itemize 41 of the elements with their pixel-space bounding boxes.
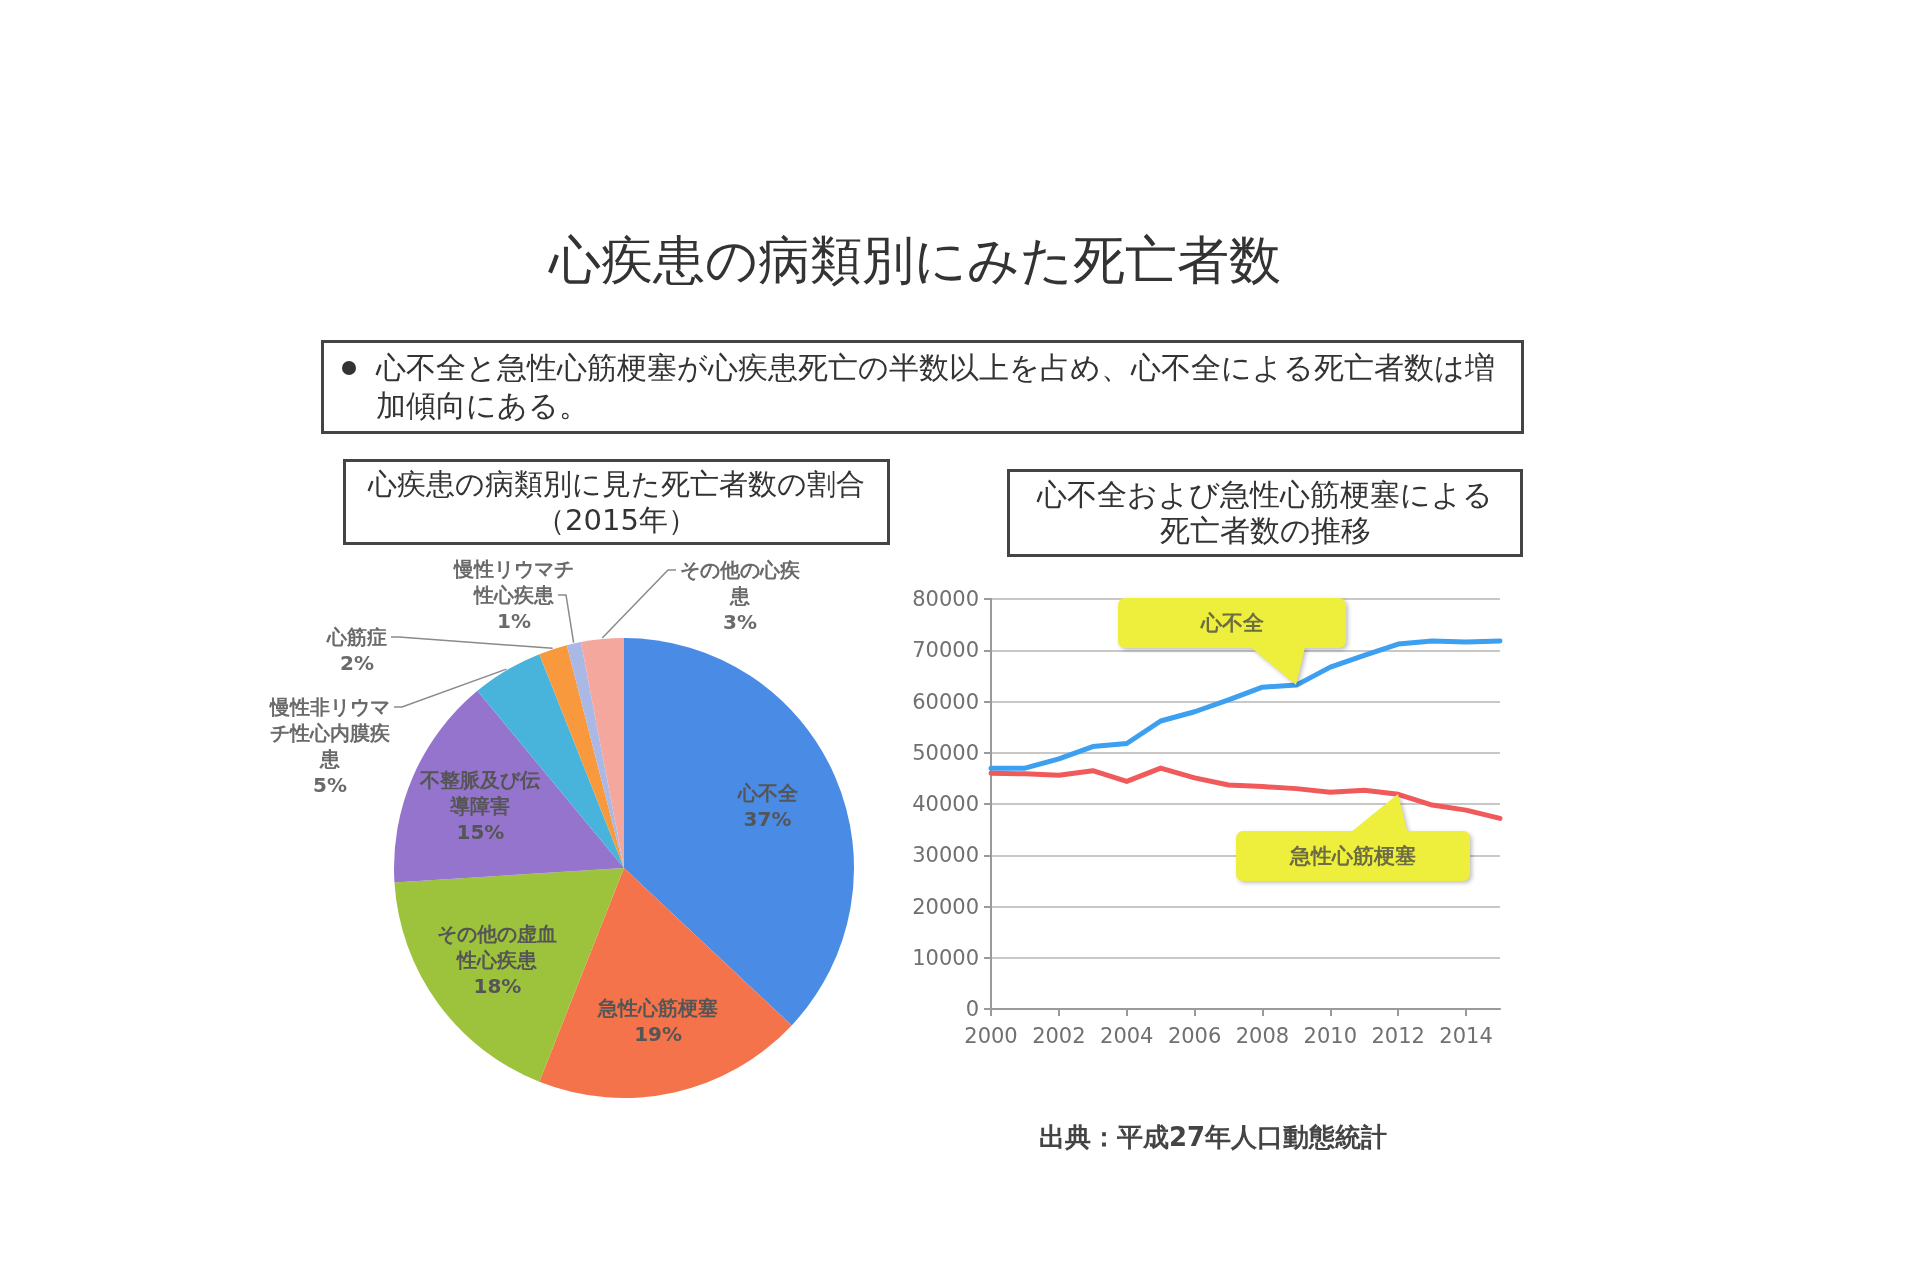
- y-tick-label: 50000: [912, 740, 979, 765]
- y-tick-label: 30000: [912, 843, 979, 868]
- data-label: 19%: [634, 1021, 683, 1046]
- text: 心不全と急性心筋梗塞が心疾患死亡の半数以上を占め、心不全による死亡者数は増加傾向にある。: [321, 340, 1524, 434]
- slice-label: 心筋症: [326, 625, 387, 649]
- source-note: 出典：平成27年人口動態統計: [1037, 1121, 1389, 1154]
- slice-label: 慢性リウマチ性心疾患: [453, 557, 574, 607]
- chart-title: 心不全および急性心筋梗塞による死亡者数の推移: [1007, 469, 1523, 557]
- x-tick-label: 2004: [1100, 1023, 1154, 1048]
- x-tick-label: 2012: [1371, 1023, 1425, 1048]
- y-tick-label: 40000: [912, 792, 979, 816]
- data-label: 1%: [497, 609, 531, 633]
- slice-label: 急性心筋梗塞: [597, 995, 719, 1020]
- chart-title: 心疾患の病類別に見た死亡者数の割合: [366, 466, 866, 502]
- slice-label: その他の虚血性心疾患: [437, 921, 558, 972]
- slice-label: 慢性非リウマチ性心内膜疾患: [269, 695, 390, 771]
- data-label: 18%: [473, 973, 522, 998]
- slice-label: その他の心疾患: [680, 558, 800, 608]
- text: 心疾患の病類別にみた死亡者数: [547, 229, 1282, 292]
- y-tick-label: 60000: [912, 689, 979, 714]
- data-label: 5%: [313, 773, 347, 797]
- y-tick-label: 70000: [912, 638, 979, 663]
- chart-subtitle: （2015年）: [535, 502, 698, 538]
- x-tick-label: 2000: [964, 1023, 1018, 1048]
- slice-label: 心不全: [736, 780, 799, 805]
- data-label: 2%: [340, 651, 374, 675]
- x-tick-label: 2006: [1167, 1023, 1222, 1048]
- y-tick-label: 20000: [912, 894, 979, 919]
- text: 心不全: [1200, 610, 1264, 637]
- y-tick-label: 10000: [912, 945, 979, 970]
- slice-label: 不整脈及び伝導障害: [419, 767, 541, 818]
- x-tick-label: 2010: [1303, 1023, 1358, 1048]
- data-label: 37%: [743, 806, 792, 831]
- y-tick-label: 0: [965, 997, 979, 1021]
- x-tick-label: 2008: [1235, 1023, 1290, 1048]
- data-label: 15%: [456, 819, 505, 844]
- text: 急性心筋梗塞: [1290, 843, 1417, 870]
- data-label: 3%: [723, 610, 757, 634]
- x-tick-label: 2014: [1439, 1023, 1493, 1048]
- x-tick-label: 2002: [1032, 1023, 1086, 1048]
- y-tick-label: 80000: [912, 587, 979, 611]
